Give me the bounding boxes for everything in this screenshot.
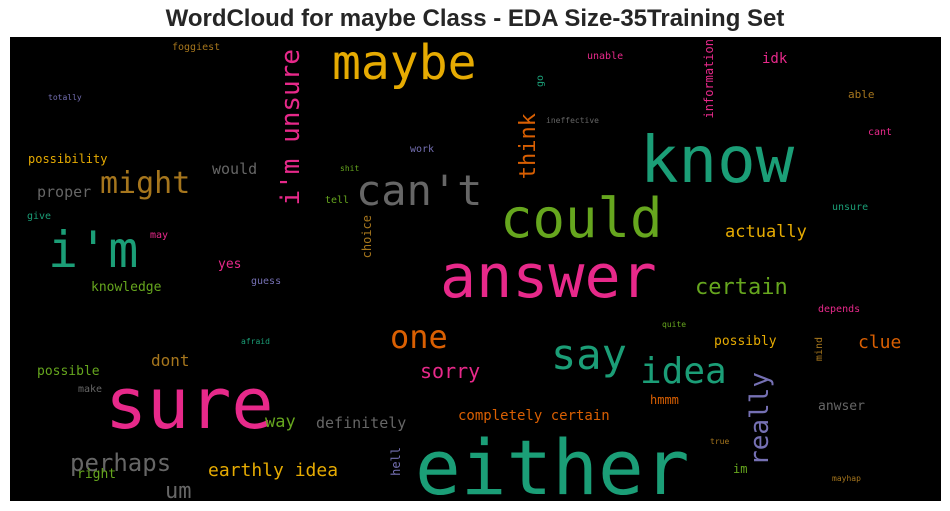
word-work: work [410, 144, 435, 155]
word-one: one [390, 318, 448, 356]
word-perhaps: perhaps [70, 449, 172, 477]
word-might: might [100, 166, 191, 201]
word-anwser: anwser [818, 399, 865, 414]
word-idk: idk [762, 51, 788, 67]
word-able: able [848, 88, 875, 101]
word-actually: actually [725, 222, 807, 242]
word-tell: tell [325, 195, 350, 206]
word-mayhap: mayhap [832, 474, 861, 483]
word-really: really [745, 372, 775, 466]
word-possibility: possibility [28, 152, 108, 166]
word-dont: dont [151, 351, 190, 370]
word-clue: clue [858, 332, 902, 353]
word-possibly: possibly [714, 334, 777, 349]
word-depends: depends [818, 304, 861, 315]
word-i-m: i'm [48, 221, 139, 279]
word-unable: unable [587, 51, 624, 62]
word-would: would [212, 160, 258, 178]
word-go: go [535, 75, 546, 88]
word-um: um [165, 479, 192, 502]
word-sure: sure [105, 363, 274, 445]
word-sorry: sorry [420, 359, 481, 383]
word-make: make [78, 384, 103, 395]
word-choice: choice [360, 215, 374, 259]
word-cloud: either sure answer know could maybe i'm can't sa… [10, 37, 941, 501]
word-quite: quite [662, 320, 687, 329]
word-afraid: afraid [241, 337, 270, 346]
word-true: true [710, 437, 730, 446]
word-right: right [77, 467, 117, 482]
word-yes: yes [218, 257, 242, 272]
word-unsure: unsure [832, 202, 869, 213]
word-shit: shit [340, 164, 360, 173]
word-completely-certain: completely certain [458, 408, 610, 424]
word-totally: totally [48, 93, 82, 102]
word-could: could [500, 187, 663, 250]
word-hell: hell [389, 447, 403, 476]
word-idea: idea [640, 351, 727, 392]
word-hmmm: hmmm [650, 393, 679, 407]
word-give: give [27, 211, 52, 222]
word-way: way [265, 412, 296, 432]
word-im: im [733, 462, 748, 476]
word-maybe: maybe [332, 37, 477, 91]
word-certain: certain [695, 275, 788, 300]
word-say: say [551, 330, 627, 379]
word-information: information [702, 39, 716, 119]
word-foggiest: foggiest [172, 42, 221, 53]
word-possible: possible [37, 364, 100, 379]
word-may: may [150, 230, 169, 241]
word-ineffective: ineffective [546, 116, 599, 125]
word-answer: answer [440, 242, 657, 312]
word-guess: guess [251, 276, 282, 287]
word-know: know [640, 124, 795, 198]
word-earthly-idea: earthly idea [208, 460, 339, 481]
word-i-m-unsure: i'm unsure [276, 49, 306, 206]
word-cant: cant [868, 127, 893, 138]
word-either: either [415, 423, 690, 502]
word-mind: mind [814, 337, 825, 362]
word-proper: proper [37, 183, 92, 201]
chart-title: WordCloud for maybe Class - EDA Size-35T… [165, 5, 785, 32]
word-think: think [516, 113, 541, 180]
word-definitely: definitely [316, 414, 407, 432]
word-knowledge: knowledge [91, 280, 162, 295]
word-can-t: can't [356, 166, 483, 215]
